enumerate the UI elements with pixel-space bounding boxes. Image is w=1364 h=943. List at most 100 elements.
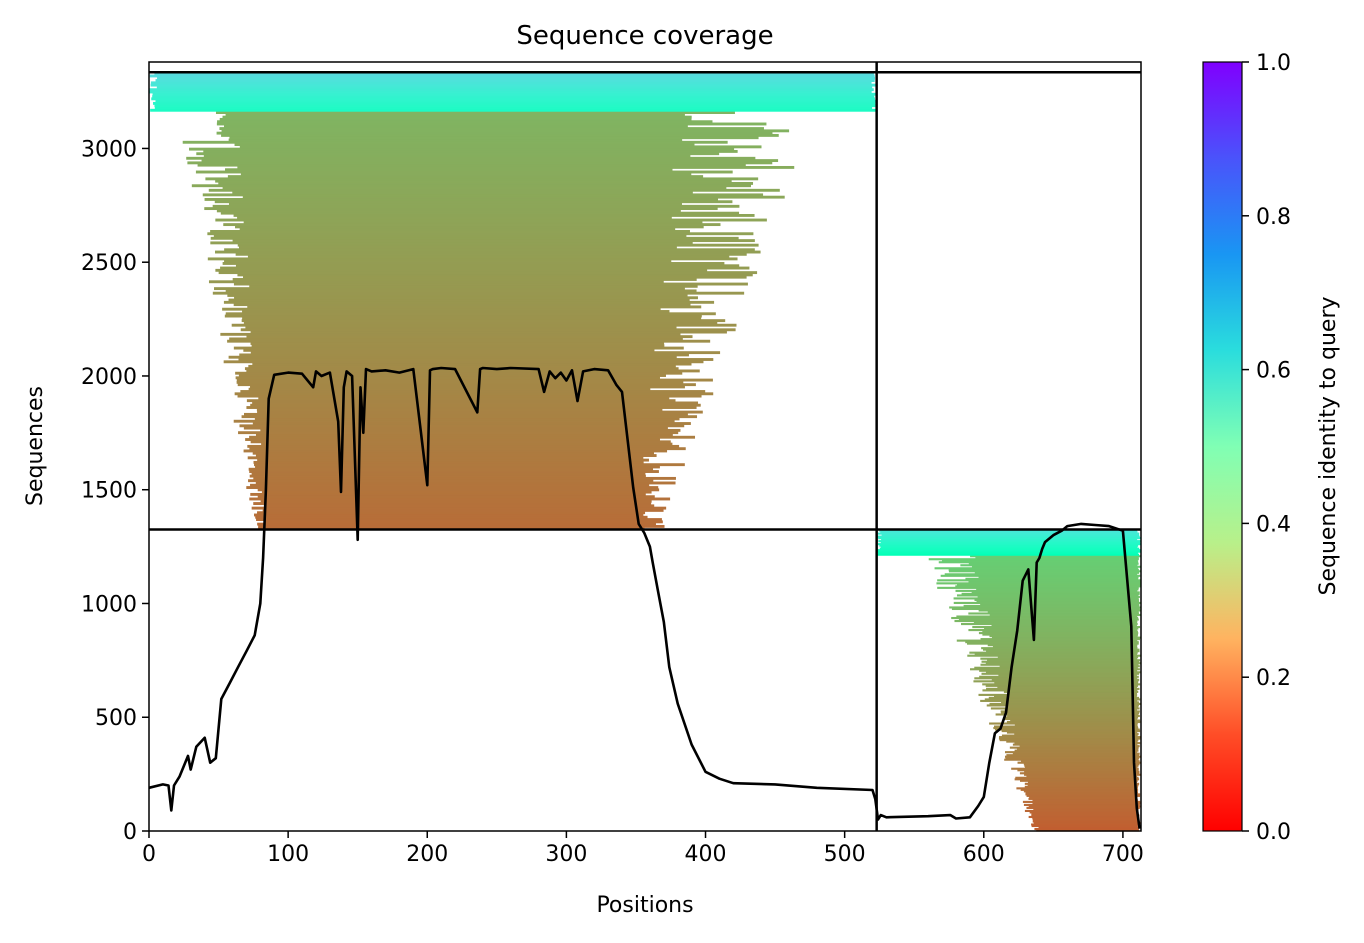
heatmap-row: [1029, 796, 1137, 799]
heatmap-row: [239, 145, 762, 149]
heatmap-row: [250, 342, 665, 345]
heatmap-row: [1014, 733, 1139, 736]
heatmap-row: [250, 403, 701, 407]
heatmap-row: [182, 140, 728, 144]
heatmap-row: [249, 497, 671, 501]
heatmap-row: [205, 177, 759, 181]
heatmap-row: [981, 660, 1140, 663]
y-tick-label: 1500: [81, 479, 137, 504]
heatmap-row: [258, 524, 665, 528]
heatmap-row: [876, 535, 1140, 538]
plot-frame: [148, 61, 1142, 832]
heatmap-row: [215, 179, 732, 183]
heatmap-row: [214, 200, 733, 204]
heatmap-row: [985, 671, 1141, 674]
heatmap-row: [880, 531, 1138, 534]
heatmap-row: [249, 447, 686, 451]
divider-layer: [149, 62, 1141, 831]
heatmap-row: [1019, 772, 1140, 775]
heatmap-row: [244, 367, 679, 371]
x-tick-label: 200: [406, 842, 448, 867]
heatmap-row: [960, 564, 1138, 567]
heatmap-row: [1028, 805, 1141, 808]
heatmap-row: [877, 549, 1141, 552]
heatmap-row: [876, 550, 1141, 553]
heatmap-row: [195, 170, 733, 174]
heatmap-row: [239, 424, 685, 428]
heatmap-row: [1032, 817, 1140, 820]
heatmap-row: [250, 385, 685, 389]
heatmap-row: [252, 362, 692, 366]
heatmap-row: [974, 677, 1138, 680]
heatmap-row: [218, 271, 758, 275]
heatmap-row: [246, 399, 676, 403]
heatmap-row: [219, 127, 764, 130]
heatmap-row: [991, 636, 1141, 639]
heatmap-row: [149, 74, 875, 78]
heatmap-row: [986, 687, 1140, 690]
heatmap-row: [1028, 815, 1137, 819]
heatmap-row: [245, 438, 660, 441]
x-tick-label: 500: [824, 842, 866, 867]
heatmap-row: [951, 607, 1140, 611]
heatmap-row: [247, 456, 644, 460]
heatmap-row: [877, 553, 1140, 556]
y-tick-label: 2000: [81, 365, 137, 390]
heatmap-row: [880, 546, 1138, 549]
heatmap-row: [970, 555, 1141, 558]
heatmap-row: [203, 154, 691, 158]
heatmap-row: [227, 175, 704, 179]
heatmap-row: [878, 543, 1141, 546]
heatmap-row: [994, 725, 1138, 728]
heatmap-row: [149, 90, 872, 94]
heatmap-row: [1006, 740, 1138, 743]
heatmap-row: [234, 143, 695, 147]
heatmap-row: [235, 252, 747, 256]
heatmap-row: [150, 83, 877, 87]
heatmap-row: [234, 392, 714, 396]
heatmap-row: [241, 319, 726, 323]
heatmap-row: [999, 739, 1139, 742]
heatmap-row: [221, 133, 779, 137]
heatmap-row: [1031, 823, 1140, 826]
heatmap-row: [250, 492, 646, 496]
heatmap-row: [982, 633, 1138, 636]
heatmap-row: [978, 609, 1141, 612]
heatmap-row: [1004, 716, 1139, 719]
heatmap-row: [228, 202, 682, 206]
heatmap-row: [235, 371, 683, 375]
heatmap-row: [1023, 803, 1140, 806]
heatmap-row: [974, 598, 1139, 601]
heatmap-row: [1023, 790, 1138, 793]
heatmap-row: [239, 246, 677, 249]
heatmap-row: [1004, 717, 1138, 721]
heatmap-row: [968, 629, 1138, 632]
colorbar-tick-label: 0.8: [1256, 205, 1291, 230]
heatmap-row: [1032, 818, 1138, 822]
x-tick-label: 300: [545, 842, 587, 867]
heatmap-row: [227, 294, 688, 297]
heatmap-row: [1033, 808, 1139, 811]
heatmap-row: [968, 562, 1139, 565]
heatmap-row: [243, 348, 655, 352]
heatmap-row: [981, 647, 1138, 650]
heatmap-row: [986, 650, 1140, 653]
heatmap-row: [879, 547, 1140, 550]
heatmap-row: [1004, 755, 1141, 758]
heatmap-row: [953, 601, 1141, 604]
heatmap-row: [1006, 754, 1140, 757]
heatmap-row: [249, 470, 659, 473]
heatmap-row: [980, 699, 1138, 702]
chart-title: Sequence coverage: [516, 21, 773, 51]
colorbar-tick-label: 0.4: [1256, 512, 1291, 537]
heatmap-row: [951, 616, 1139, 620]
heatmap-row: [968, 580, 1141, 583]
heatmap-row: [233, 214, 755, 217]
heatmap-row: [223, 223, 721, 227]
heatmap-row: [257, 488, 660, 492]
heatmap-row: [1014, 723, 1138, 727]
heatmap-row: [257, 522, 656, 526]
heatmap-row: [944, 573, 1138, 576]
heatmap-row: [232, 239, 755, 243]
